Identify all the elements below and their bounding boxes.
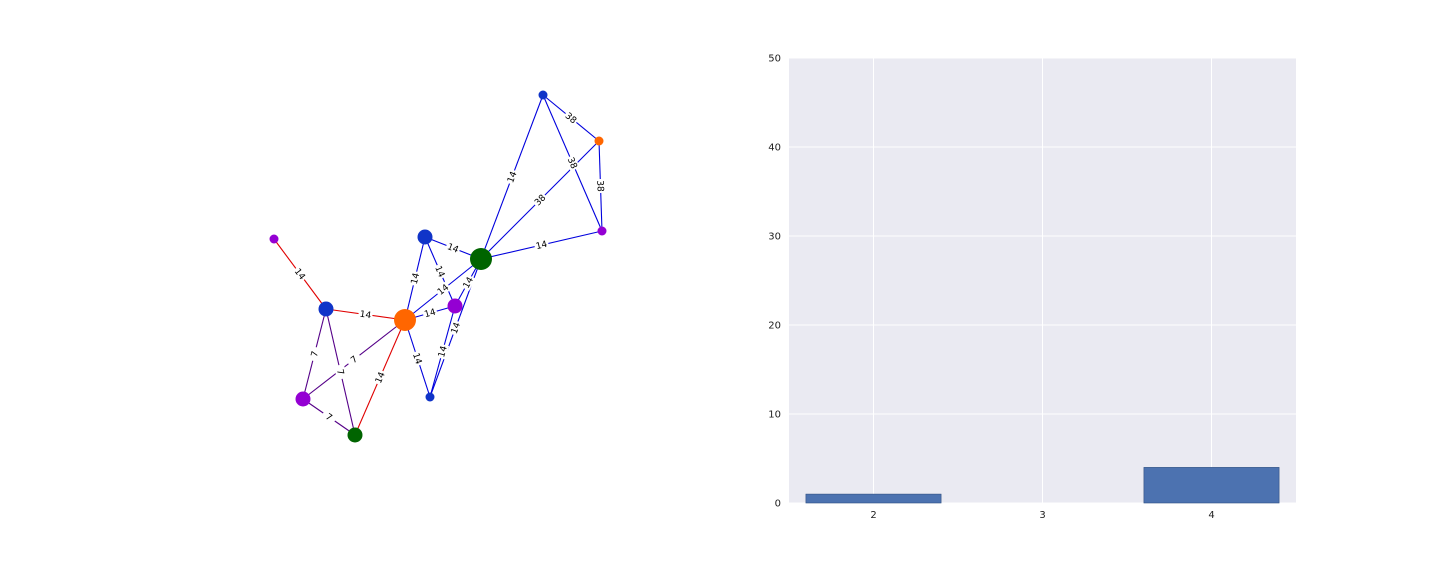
edge-label: 7 — [323, 412, 333, 423]
edge-label: 14 — [410, 352, 423, 366]
network-node — [269, 234, 279, 244]
network-node — [295, 391, 311, 407]
edge-label-background — [357, 308, 374, 321]
edge-label-background — [533, 238, 550, 252]
edge-label: 38 — [565, 156, 579, 171]
network-node — [425, 392, 435, 402]
bar-chart-y-ticks: 0 10 20 30 40 50 — [768, 54, 781, 510]
network-node — [417, 229, 433, 245]
y-tick-label: 40 — [768, 143, 781, 154]
edge-label-background — [448, 319, 463, 337]
edge-label: 14 — [450, 321, 463, 335]
edge-label: 38 — [594, 180, 604, 192]
bar-chart: 0 10 20 30 40 50 2 3 4 — [768, 54, 1296, 521]
network-node — [538, 90, 548, 100]
edge-label-background — [410, 350, 425, 367]
x-tick-label: 4 — [1208, 510, 1214, 521]
edge-label-background — [435, 343, 450, 360]
bar-chart-bars — [805, 467, 1280, 504]
edge-label-background — [460, 273, 476, 292]
y-tick-label: 20 — [768, 321, 781, 332]
edge-label-background — [434, 281, 452, 298]
edge-label: 14 — [432, 265, 446, 280]
edge-label: 14 — [374, 370, 388, 385]
bar-chart-x-grid — [873, 58, 1212, 503]
network-node — [447, 298, 463, 314]
y-tick-label: 30 — [768, 232, 781, 243]
edge-label-background — [444, 240, 462, 256]
network-node — [594, 136, 604, 146]
edge-label-background — [565, 154, 580, 172]
edge-label: 7 — [349, 355, 360, 366]
edge-label-background — [504, 168, 520, 186]
edge-label: 7 — [310, 350, 321, 358]
edge-label-background — [562, 109, 580, 127]
bar — [805, 493, 942, 504]
edge-label: 14 — [423, 308, 437, 321]
network-node — [318, 301, 334, 317]
edge-label-background — [345, 351, 363, 368]
edge-label-background — [595, 178, 606, 194]
network-nodes — [269, 90, 607, 443]
edge-label: 14 — [462, 275, 476, 290]
edge-label-background — [307, 345, 322, 363]
edge-label: 14 — [359, 310, 372, 322]
y-tick-label: 50 — [768, 54, 781, 65]
edge-label: 14 — [535, 240, 549, 252]
edge-label: 14 — [506, 170, 520, 185]
network-node — [470, 248, 492, 270]
bar — [1143, 467, 1280, 504]
edge-label-background — [291, 265, 309, 283]
network-node — [597, 226, 607, 236]
edge-label-background — [334, 364, 347, 380]
edge-label: 7 — [334, 368, 345, 376]
network-node — [347, 427, 363, 443]
y-tick-label: 0 — [775, 499, 781, 510]
edge-label-background — [531, 191, 549, 209]
edge-label: 14 — [445, 242, 460, 256]
edge-label-background — [408, 270, 422, 287]
edge-label: 38 — [533, 193, 548, 208]
bar-chart-x-ticks: 2 3 4 — [870, 510, 1214, 521]
network-node — [394, 309, 416, 331]
edge-label: 14 — [410, 272, 422, 286]
edge-label-background — [320, 408, 338, 426]
edge-label-background — [372, 369, 388, 386]
edge-label: 14 — [437, 345, 450, 359]
x-tick-label: 2 — [870, 510, 876, 521]
x-tick-label: 3 — [1039, 510, 1045, 521]
edge-label-background — [432, 263, 448, 280]
edge-label-background — [421, 306, 439, 320]
y-tick-label: 10 — [768, 410, 781, 421]
